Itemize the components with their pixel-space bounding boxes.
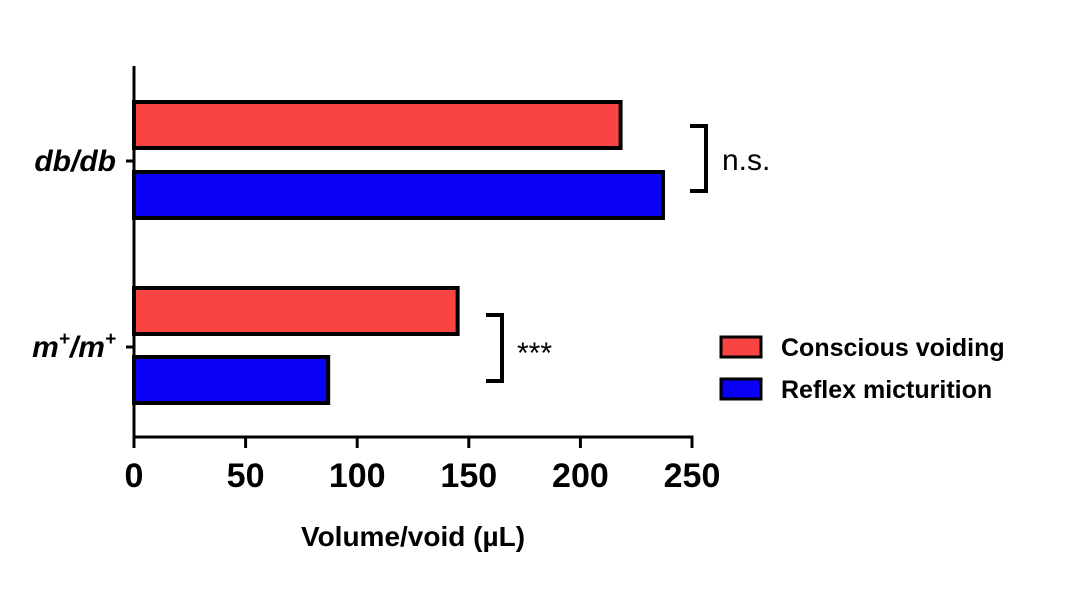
bar-0-1 [132,170,665,220]
bars-group [132,100,665,405]
category-label-1: m+/m+ [32,329,116,364]
x-tick-label-1: 50 [227,457,265,495]
legend-label-0: Conscious voiding [781,334,1005,362]
x-ticks-group: 0 50 100 150 200 250 [125,437,721,495]
significance-bracket-0 [690,124,708,193]
significance-bracket-1 [486,313,504,383]
legend-label-1: Reflex micturition [781,376,992,404]
bar-1-1 [132,355,331,405]
legend: Conscious voiding Reflex micturition [719,334,1005,404]
significance-label-0: n.s. [722,144,770,177]
x-tick-label-2: 100 [329,457,386,495]
x-tick-label-5: 250 [664,457,721,495]
x-tick-label-0: 0 [125,457,144,495]
x-axis-title: Volume/void (µL) [301,521,525,552]
legend-swatch-1 [719,377,763,401]
x-tick-label-4: 200 [552,457,609,495]
legend-swatch-0 [719,335,763,359]
bar-0-0 [132,100,623,150]
significance-label-1: *** [517,337,552,370]
category-labels-group: db/db m+/m+ [32,145,134,364]
axes-group [132,66,694,439]
significance-group: n.s. *** [486,124,770,383]
category-label-0: db/db [34,145,116,178]
x-tick-label-3: 150 [440,457,497,495]
bar-1-0 [132,286,460,336]
